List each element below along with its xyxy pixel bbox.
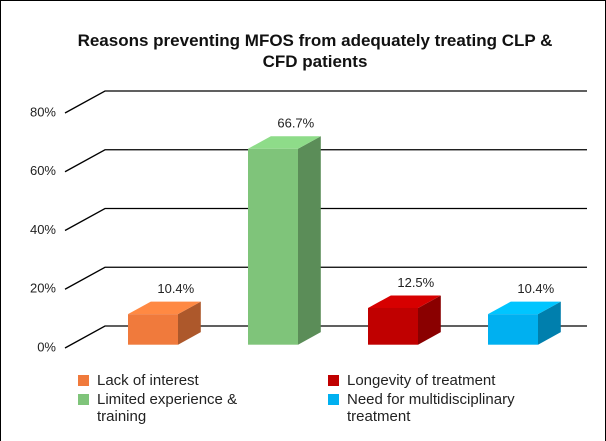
- legend-label: Longevity of treatment: [347, 372, 496, 389]
- bar: [488, 314, 538, 345]
- legend-item: Need for multidisciplinary treatment: [328, 391, 568, 425]
- y-tick-label: 60%: [30, 163, 56, 178]
- y-tick-label: 0%: [37, 339, 56, 354]
- legend-swatch: [328, 375, 339, 386]
- data-label: 66.7%: [277, 116, 314, 131]
- bar: [368, 307, 418, 345]
- grid-line: [64, 207, 587, 232]
- legend-swatch: [328, 394, 339, 405]
- y-tick-label: 20%: [30, 281, 56, 296]
- data-label: 10.4%: [157, 281, 194, 296]
- chart-title: Reasons preventing MFOS from adequately …: [77, 31, 553, 71]
- grid-line: [64, 266, 587, 290]
- grid-line: [64, 90, 587, 114]
- data-label: 12.5%: [397, 275, 434, 290]
- bar-top: [368, 295, 441, 308]
- bar-side: [298, 136, 321, 345]
- legend-label: Need for multidisciplinary treatment: [347, 391, 515, 425]
- y-tick-label: 40%: [30, 222, 56, 237]
- y-tick-label: 80%: [30, 104, 56, 119]
- bar-top: [488, 301, 561, 315]
- grid-line: [64, 149, 587, 173]
- bar-top: [128, 301, 201, 315]
- bar-side: [538, 301, 561, 345]
- legend-item: Lack of interest: [78, 372, 328, 389]
- legend: Lack of interest Limited experience & tra…: [78, 372, 568, 425]
- bar: [128, 314, 178, 345]
- bar-top: [248, 136, 321, 149]
- data-label: 10.4%: [517, 281, 554, 296]
- legend-item: Longevity of treatment: [328, 372, 568, 389]
- legend-label: Limited experience & training: [97, 391, 238, 425]
- legend-label: Lack of interest: [97, 372, 199, 389]
- legend-swatch: [78, 394, 89, 405]
- bar-side: [418, 295, 441, 345]
- legend-item: Limited experience & training: [78, 391, 328, 425]
- bar-side: [178, 301, 201, 345]
- bar: [248, 148, 298, 345]
- legend-swatch: [78, 375, 89, 386]
